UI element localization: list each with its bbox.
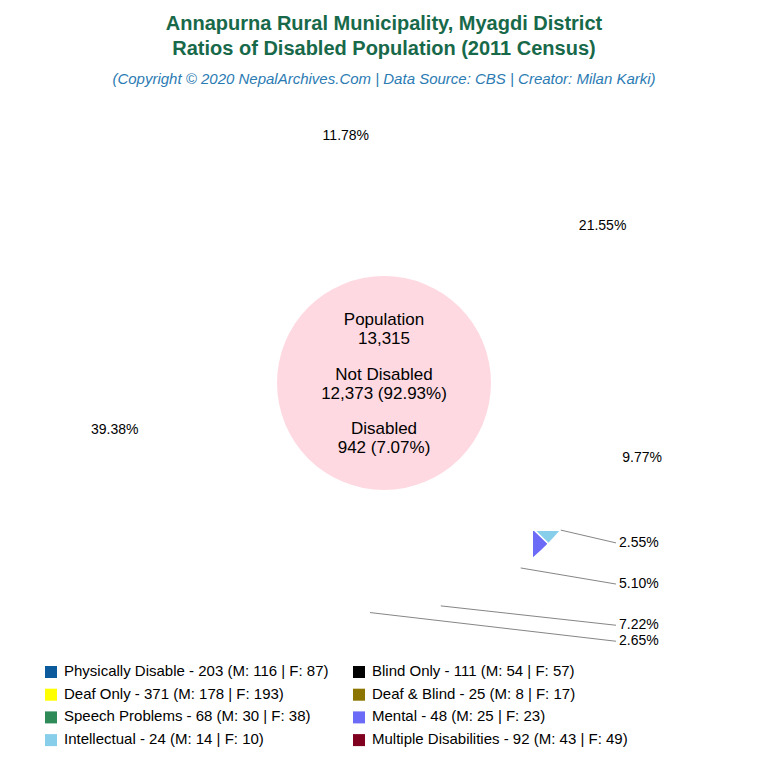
legend-label: Physically Disable - 203 (M: 116 | F: 87… [64, 662, 329, 679]
data-label: 5.10% [619, 575, 659, 591]
pie-slice [533, 531, 572, 544]
data-label: 7.22% [619, 616, 659, 632]
leader-line [561, 530, 616, 543]
title: Ratios of Disabled Population (2011 Cens… [172, 37, 595, 59]
center-text: 12,373 (92.93%) [321, 384, 447, 403]
legend-swatch [353, 734, 365, 746]
legend-label: Multiple Disabilities - 92 (M: 43 | F: 4… [372, 730, 628, 747]
subtitle: (Copyright © 2020 NepalArchives.Com | Da… [112, 70, 655, 87]
data-label: 21.55% [579, 217, 626, 233]
leader-line [441, 606, 616, 625]
leader-line [521, 568, 616, 584]
data-label: 9.77% [622, 449, 662, 465]
data-label: 2.65% [619, 632, 659, 648]
center-disc [277, 276, 491, 490]
center-text: Not Disabled [335, 365, 432, 384]
legend-swatch [45, 711, 57, 723]
legend-label: Speech Problems - 68 (M: 30 | F: 38) [64, 707, 311, 724]
center-text: Disabled [351, 419, 417, 438]
legend-swatch [45, 734, 57, 746]
title: Annapurna Rural Municipality, Myagdi Dis… [166, 12, 603, 34]
legend-swatch [353, 689, 365, 701]
center-text: Population [344, 310, 424, 329]
legend: Physically Disable - 203 (M: 116 | F: 87… [45, 662, 628, 747]
legend-label: Blind Only - 111 (M: 54 | F: 57) [372, 662, 575, 679]
legend-label: Deaf Only - 371 (M: 178 | F: 193) [64, 685, 284, 702]
data-label: 2.55% [619, 534, 659, 550]
center-text: 942 (7.07%) [338, 438, 431, 457]
data-label: 39.38% [91, 421, 138, 437]
legend-swatch [353, 711, 365, 723]
legend-swatch [45, 666, 57, 678]
legend-label: Mental - 48 (M: 25 | F: 23) [372, 707, 545, 724]
chart: Annapurna Rural Municipality, Myagdi Dis… [0, 0, 768, 768]
legend-swatch [353, 666, 365, 678]
legend-label: Intellectual - 24 (M: 14 | F: 10) [64, 730, 264, 747]
legend-label: Deaf & Blind - 25 (M: 8 | F: 17) [372, 685, 575, 702]
center-text: 13,315 [358, 329, 410, 348]
data-label: 11.78% [323, 127, 369, 143]
legend-swatch [45, 689, 57, 701]
leader-line [370, 613, 616, 642]
